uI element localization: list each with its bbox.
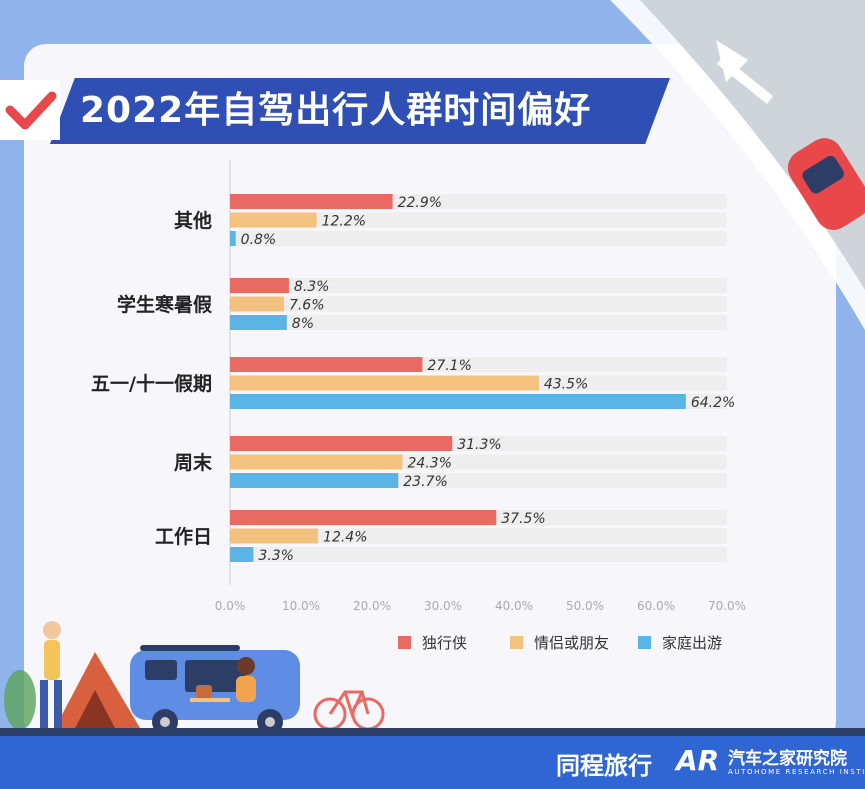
data-label: 31.3% xyxy=(457,437,501,453)
legend-label-family: 家庭出游 xyxy=(662,634,723,652)
data-label: 8% xyxy=(292,316,314,332)
bar xyxy=(230,394,686,409)
bar xyxy=(230,473,399,488)
x-tick-label: 70.0% xyxy=(708,599,746,613)
checkmark-icon xyxy=(0,80,60,140)
bar xyxy=(230,436,453,451)
bar-track xyxy=(230,231,727,246)
x-tick-label: 30.0% xyxy=(424,599,462,613)
autohome-logo: 汽车之家研究院 xyxy=(728,749,847,769)
legend-swatch-couple xyxy=(510,636,523,649)
bar xyxy=(230,510,497,525)
data-label: 23.7% xyxy=(403,474,447,490)
data-label: 43.5% xyxy=(544,377,588,393)
bar xyxy=(230,296,284,312)
category-label: 其他 xyxy=(174,209,212,232)
bar xyxy=(230,454,403,470)
x-tick-label: 40.0% xyxy=(495,599,533,613)
bar xyxy=(230,212,317,228)
x-tick-label: 50.0% xyxy=(566,599,604,613)
x-tick-label: 10.0% xyxy=(282,599,320,613)
data-label: 8.3% xyxy=(294,279,330,295)
bar xyxy=(230,547,254,562)
data-label: 3.3% xyxy=(258,548,294,564)
legend-swatch-solo xyxy=(398,636,411,649)
legend-label-solo: 独行侠 xyxy=(422,634,468,652)
autohome-mark: AR xyxy=(676,744,720,777)
bar xyxy=(230,528,319,544)
x-tick-label: 60.0% xyxy=(637,599,675,613)
page-title: 2022年自驾出行人群时间偏好 xyxy=(80,90,592,131)
data-label: 12.2% xyxy=(322,214,366,230)
bar-track xyxy=(230,547,727,562)
autohome-subtitle: AUTOHOME RESEARCH INSTITUTE xyxy=(728,768,865,776)
data-label: 22.9% xyxy=(398,195,442,211)
bar-track xyxy=(230,278,727,293)
data-label: 24.3% xyxy=(408,456,452,472)
footer-bar xyxy=(0,736,865,789)
category-label: 工作日 xyxy=(155,525,212,548)
category-label: 五一/十一假期 xyxy=(91,372,212,395)
bar-track xyxy=(230,212,727,228)
bar-track xyxy=(230,528,727,544)
data-label: 7.6% xyxy=(289,298,325,314)
bar-track xyxy=(230,296,727,312)
tongcheng-logo: 同程旅行 xyxy=(556,752,652,780)
bar xyxy=(230,231,236,246)
car-illustration xyxy=(787,138,865,230)
van-illustration xyxy=(130,645,300,735)
bar xyxy=(230,194,393,209)
data-label: 37.5% xyxy=(501,511,545,527)
camping-illustration xyxy=(4,621,140,730)
bar xyxy=(230,278,289,293)
legend-swatch-family xyxy=(638,636,651,649)
data-label: 64.2% xyxy=(691,395,735,411)
legend-label-couple: 情侣或朋友 xyxy=(534,634,610,652)
data-label: 0.8% xyxy=(241,232,277,248)
bar-track xyxy=(230,315,727,330)
bar xyxy=(230,357,423,372)
data-label: 27.1% xyxy=(427,358,471,374)
data-label: 12.4% xyxy=(323,530,367,546)
bar xyxy=(230,315,287,330)
x-tick-label: 0.0% xyxy=(215,599,246,613)
title-banner xyxy=(50,78,670,144)
bar xyxy=(230,375,539,391)
category-label: 学生寒暑假 xyxy=(117,293,212,316)
category-label: 周末 xyxy=(174,451,213,474)
x-tick-label: 20.0% xyxy=(353,599,391,613)
